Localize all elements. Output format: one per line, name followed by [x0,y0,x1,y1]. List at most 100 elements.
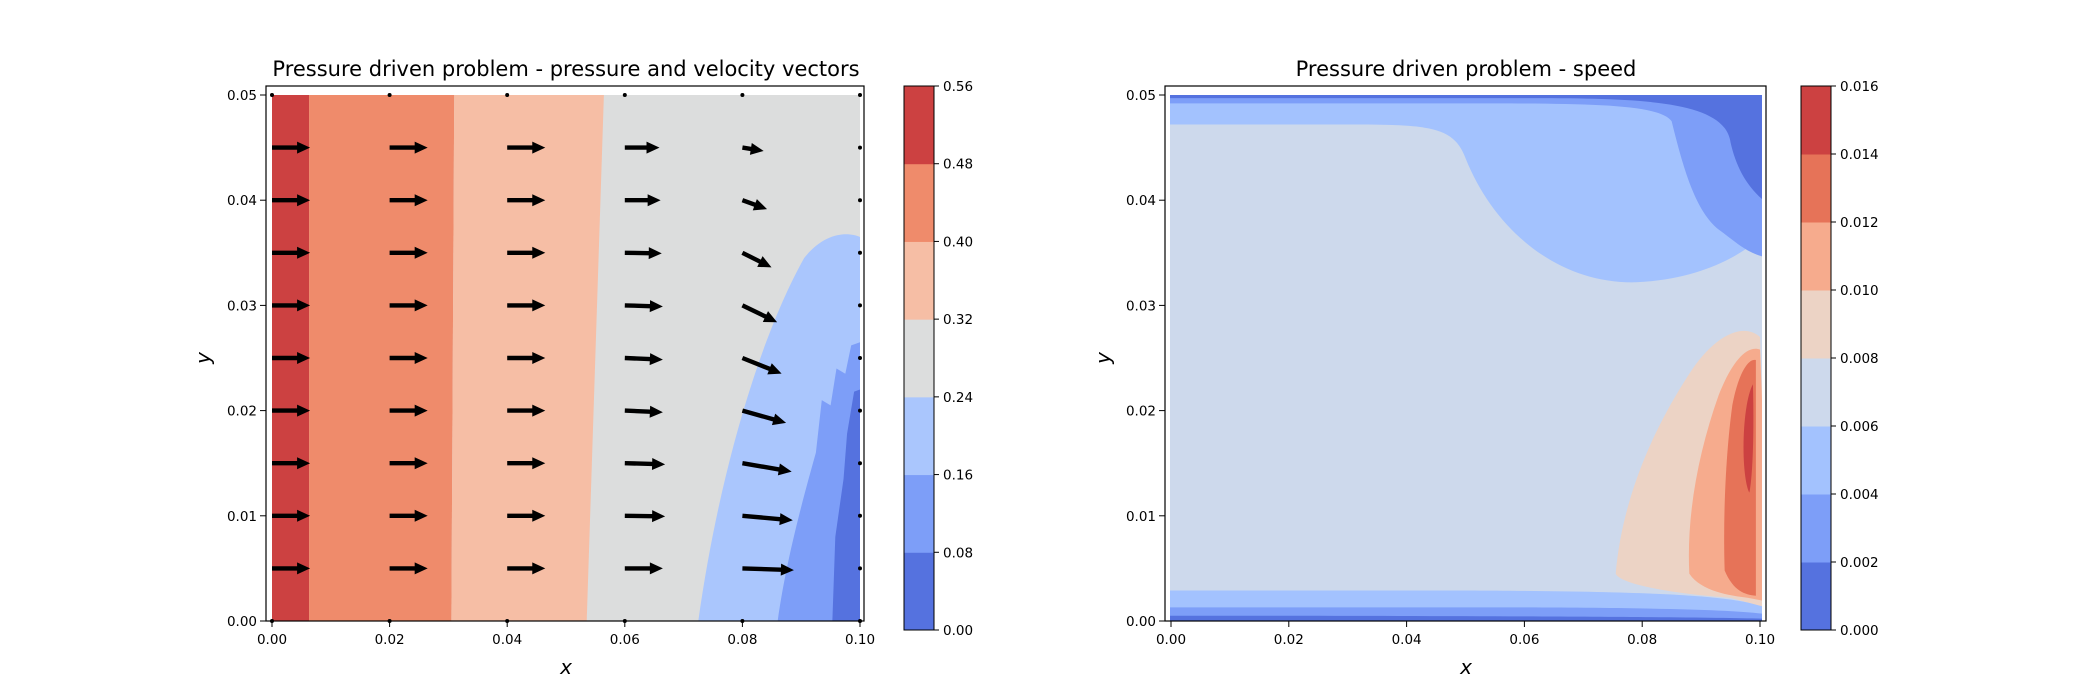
colorbar-tick-label: 0.32 [943,312,973,328]
velocity-vector [389,352,428,364]
colorbar-tick-label: 0.014 [1840,147,1879,163]
velocity-vector [740,93,745,97]
speed-contour-fill [1170,95,1762,621]
contour-band-0.000-0.002 [1170,95,1762,199]
velocity-vector [270,93,274,97]
velocity-vector [624,510,666,523]
velocity-vector [858,461,862,466]
velocity-vector [858,93,862,97]
colorbar-band [904,86,934,165]
x-tick-label: 0.06 [610,632,640,648]
velocity-vector [624,562,663,575]
x-tick-label: 0.10 [1745,632,1775,648]
velocity-vector [272,404,311,417]
velocity-vector [624,405,663,418]
speed-colorbar: 0.000 0.002 0.004 0.006 0.008 0.010 0.012 0.014… [1800,79,1879,639]
velocity-vector [507,246,546,259]
y-tick-label: 0.02 [1126,404,1156,420]
velocity-vector [272,509,311,522]
velocity-vector [387,93,392,97]
colorbar-tick-label: 0.08 [943,545,973,561]
colorbar-band [1801,494,1831,563]
colorbar-tick-label: 0.010 [1840,283,1879,299]
chart-title: Pressure driven problem - speed [1296,57,1637,81]
contour-band-0.00-0.08 [832,389,860,621]
x-tick-label: 0.06 [1509,632,1539,648]
colorbar-band [1801,290,1831,359]
pressure-colorbar: 0.00 0.08 0.16 0.24 0.32 0.40 0.48 0.56 [903,79,973,639]
velocity-vector [858,303,862,308]
colorbar-band [904,474,934,553]
colorbar-tick-label: 0.00 [943,623,973,639]
y-axis-ticks: 0.00 0.01 0.02 0.03 0.04 0.05 [1126,88,1165,630]
x-axis-label: x [1459,655,1472,679]
velocity-vector [858,566,862,571]
velocity-vector [505,93,510,97]
contour-band-0.40-0.48 [309,95,455,621]
x-tick-label: 0.04 [492,632,522,648]
velocity-vector [507,457,546,470]
velocity-vector [272,352,311,364]
velocity-vector [742,513,793,526]
y-axis-label: y [191,351,215,365]
colorbar-tick-label: 0.016 [1840,79,1879,95]
x-tick-label: 0.02 [1274,632,1304,648]
plot-frame [1164,85,1767,622]
velocity-vector [389,246,428,259]
x-axis-ticks: 0.00 0.02 0.04 0.06 0.08 0.10 [257,621,875,648]
y-tick-label: 0.00 [227,614,257,630]
velocity-vector [272,562,311,575]
y-tick-label: 0.01 [1126,509,1156,525]
velocity-vector [858,408,862,413]
velocity-vector [507,562,546,575]
velocity-vector [858,356,862,360]
y-axis-label: y [1091,351,1115,365]
colorbar-band [904,241,934,320]
x-tick-label: 0.08 [1627,632,1657,648]
velocity-vector [389,562,428,575]
y-axis-ticks: 0.00 0.01 0.02 0.03 0.04 0.05 [227,88,266,630]
velocity-vector [272,457,311,470]
colorbar-tick-label: 0.002 [1840,555,1879,571]
velocity-vector [507,404,546,417]
colorbar-tick-label: 0.56 [943,79,973,95]
velocity-vector [624,141,660,154]
velocity-vector [858,198,862,203]
velocity-vector [272,299,311,312]
velocity-vector [742,461,792,476]
colorbar-band [904,319,934,398]
y-tick-label: 0.03 [227,298,257,314]
y-tick-label: 0.03 [1126,298,1156,314]
colorbar-band [904,396,934,476]
velocity-vector [507,352,546,364]
x-tick-label: 0.00 [1156,632,1186,648]
velocity-vector [742,563,794,576]
velocity-vector [389,509,428,522]
velocity-vector [389,299,428,312]
y-tick-label: 0.02 [227,404,257,420]
colorbar-band [904,163,934,242]
colorbar-tick-label: 0.008 [1840,351,1879,367]
velocity-vector [507,299,546,312]
velocity-vector [858,145,862,150]
x-tick-label: 0.10 [845,632,875,648]
colorbar-tick-label: 0.000 [1840,623,1879,639]
plot-frame [265,85,865,622]
velocity-vector [741,250,772,268]
x-tick-label: 0.02 [375,632,405,648]
y-tick-label: 0.05 [227,88,257,104]
colorbar-band [1801,154,1831,223]
pressure-contour-fill [272,95,860,621]
velocity-vector [622,93,627,97]
colorbar-frame [903,85,935,631]
contour-band-0.014-0.016 [1743,384,1754,493]
colorbar-band [1801,86,1831,155]
x-tick-label: 0.08 [727,632,757,648]
colorbar-tick-label: 0.48 [943,157,973,173]
colorbar-tick-label: 0.004 [1840,487,1879,503]
x-tick-label: 0.00 [257,632,287,648]
colorbar-tick-label: 0.006 [1840,419,1879,435]
colorbar-band [1801,426,1831,495]
contour-band-0.32-0.40 [451,95,604,621]
